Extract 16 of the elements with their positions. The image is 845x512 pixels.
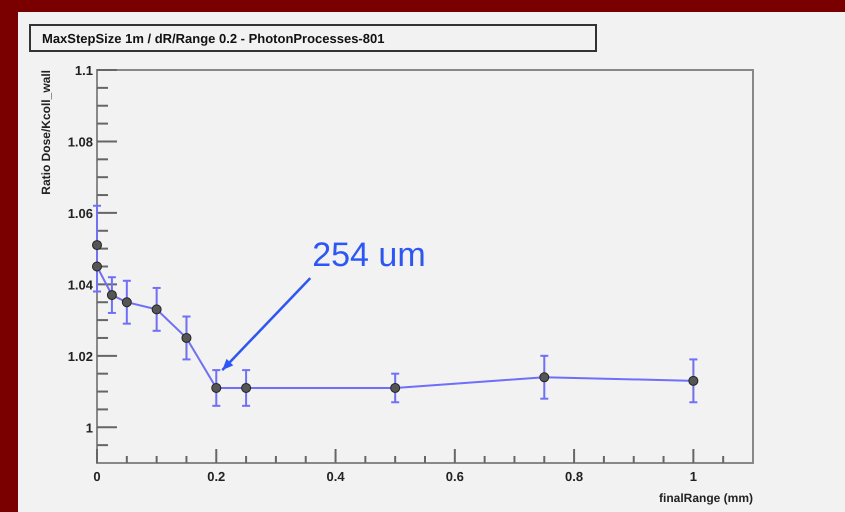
x-tick-label: 0.8 [565,469,584,484]
y-tick-label: 1 [86,420,93,436]
y-axis-title: Ratio Dose/Kcoll_wall [39,70,53,195]
chart-title: MaxStepSize 1m / dR/Range 0.2 - PhotonProcesses-801 [42,31,384,46]
y-tick-label: 1.06 [68,206,93,221]
annotation: 254 um [312,236,426,274]
y-tick-label: 1.1 [74,63,93,78]
x-axis-title: finalRange (mm) [658,491,753,505]
y-tick-label: 1.04 [68,277,94,292]
x-tick-label: 0.6 [446,469,464,484]
x-tick-label: 0 [93,469,101,484]
x-tick-label: 1 [690,469,697,484]
x-tick-label: 0.2 [207,469,226,484]
x-tick-label: 0.4 [326,469,346,484]
y-tick-label: 1.08 [68,134,93,150]
y-tick-label: 1.02 [68,348,93,364]
